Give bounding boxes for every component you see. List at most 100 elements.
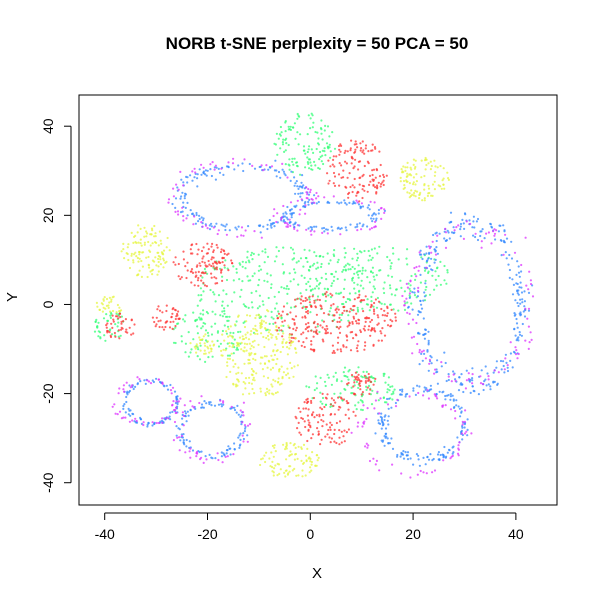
point-yellow: [143, 243, 146, 246]
point-yellow: [146, 232, 149, 235]
point-green: [361, 266, 364, 269]
point-blue: [295, 204, 298, 207]
point-red: [349, 149, 352, 152]
point-yellow: [206, 340, 209, 343]
point-blue: [317, 200, 320, 204]
point-red: [354, 158, 357, 161]
point-yellow: [293, 365, 296, 368]
point-yellow: [307, 457, 310, 460]
point-green: [357, 366, 360, 369]
point-magenta: [427, 245, 431, 248]
point-blue: [197, 220, 200, 223]
point-red: [200, 249, 204, 253]
point-green: [275, 314, 279, 317]
point-blue: [229, 447, 232, 450]
point-magenta: [480, 240, 483, 243]
point-green: [356, 252, 359, 255]
point-red: [348, 172, 351, 175]
point-blue: [208, 401, 211, 404]
point-yellow: [255, 372, 258, 375]
point-yellow: [139, 242, 142, 245]
point-yellow: [420, 176, 423, 179]
point-yellow: [193, 345, 196, 348]
point-green: [196, 332, 199, 335]
point-magenta: [241, 411, 245, 414]
point-green: [353, 247, 356, 250]
point-magenta: [416, 473, 419, 476]
point-green: [370, 248, 373, 251]
point-magenta: [356, 425, 359, 428]
point-green: [414, 278, 417, 281]
point-yellow: [211, 340, 214, 343]
point-green: [276, 153, 279, 156]
point-blue: [426, 455, 429, 458]
point-blue: [301, 174, 304, 177]
point-green: [313, 251, 316, 254]
point-red: [355, 312, 358, 315]
point-green: [270, 286, 273, 289]
point-magenta: [161, 421, 164, 424]
point-magenta: [317, 195, 320, 198]
point-yellow: [153, 235, 156, 238]
point-magenta: [422, 349, 425, 352]
point-red: [283, 319, 286, 322]
point-red: [342, 435, 345, 438]
point-blue: [217, 167, 220, 170]
point-magenta: [157, 421, 160, 425]
point-yellow: [406, 175, 409, 178]
point-red: [333, 440, 336, 443]
point-green: [214, 322, 217, 325]
point-red: [342, 305, 345, 309]
point-blue: [214, 178, 217, 181]
point-yellow: [273, 446, 276, 449]
point-green: [376, 296, 379, 300]
point-red: [165, 320, 168, 323]
point-green: [308, 285, 312, 288]
point-blue: [184, 193, 188, 196]
point-green: [302, 145, 306, 148]
point-blue: [416, 295, 419, 298]
point-red: [155, 323, 158, 326]
point-red: [369, 380, 373, 383]
point-yellow: [154, 241, 157, 244]
point-magenta: [411, 352, 414, 355]
point-magenta: [416, 289, 420, 292]
point-red: [338, 420, 342, 423]
point-green: [306, 161, 309, 164]
point-magenta: [455, 226, 458, 229]
point-yellow: [268, 389, 271, 392]
point-blue: [179, 211, 183, 214]
point-magenta: [116, 413, 119, 416]
point-blue: [372, 217, 375, 220]
point-green: [266, 272, 269, 275]
point-magenta: [171, 403, 174, 406]
point-blue: [383, 444, 386, 447]
point-green: [304, 152, 307, 155]
y-tick-label: -40: [40, 472, 56, 492]
point-magenta: [528, 341, 531, 344]
point-blue: [483, 237, 486, 240]
point-red: [346, 382, 349, 386]
point-yellow: [288, 339, 291, 342]
point-yellow: [115, 311, 118, 314]
point-red: [361, 196, 364, 200]
point-red: [374, 147, 377, 150]
point-blue: [237, 413, 240, 416]
point-magenta: [310, 233, 313, 236]
point-red: [117, 317, 120, 320]
point-red: [174, 263, 177, 266]
point-red: [344, 149, 347, 152]
point-red: [361, 140, 364, 143]
point-green: [353, 267, 356, 270]
point-red: [302, 331, 305, 334]
point-magenta: [444, 404, 447, 407]
point-yellow: [260, 325, 263, 328]
point-green: [274, 307, 277, 310]
point-green: [322, 293, 325, 297]
point-magenta: [198, 401, 201, 405]
point-green: [246, 275, 249, 278]
point-blue: [283, 172, 286, 175]
point-yellow: [427, 162, 430, 165]
point-blue: [358, 222, 361, 225]
